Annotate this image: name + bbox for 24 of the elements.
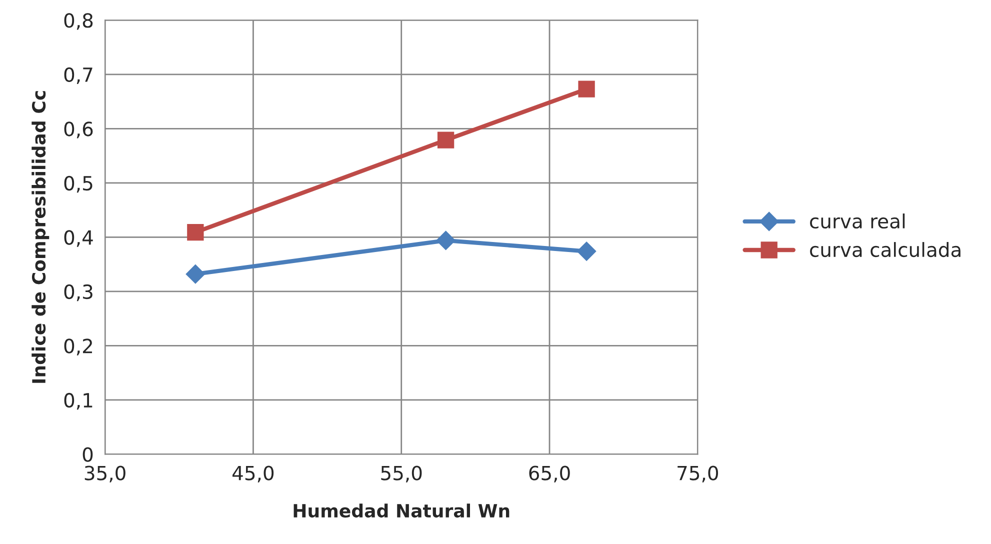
x-tick-label: 45,0: [232, 466, 274, 482]
point: [436, 230, 456, 250]
y-tick-label: 0,3: [64, 284, 92, 302]
x-tick-label: 75,0: [678, 466, 718, 482]
legend-label: curva real: [810, 214, 905, 229]
point: [437, 132, 454, 148]
x-axis-title: Humedad Natural Wn: [294, 504, 510, 518]
point: [577, 242, 596, 261]
legend-label: curva calculada: [810, 242, 960, 258]
y-axis-title: Indice de Compresibilidad Cc: [32, 91, 50, 383]
point: [186, 264, 205, 284]
y-tick-label: 0: [82, 447, 93, 462]
point: [578, 80, 595, 98]
x-tick-label: 65,0: [529, 466, 570, 482]
y-tick-label: 0,7: [64, 67, 92, 84]
y-tick-label: 0,4: [64, 230, 93, 247]
y-tick-label: 0,1: [64, 392, 92, 410]
x-tick-label: 35,0: [84, 466, 126, 482]
point: [187, 224, 204, 241]
y-tick-label: 0,5: [64, 176, 92, 193]
x-tick-label: 55,0: [381, 466, 422, 482]
y-tick-label: 0,6: [64, 122, 93, 138]
y-tick-label: 0,2: [64, 338, 92, 356]
y-tick-label: 0,8: [64, 13, 93, 30]
